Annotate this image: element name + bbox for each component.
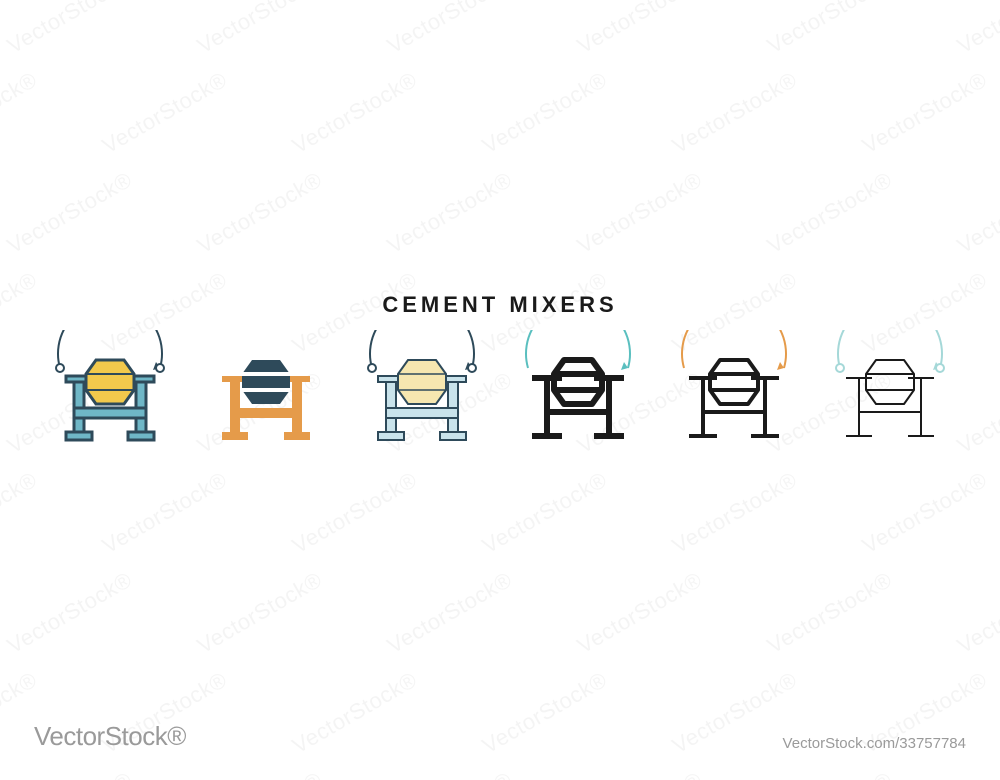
watermark-text: VectorStock® [383,767,517,780]
cement-mixer-icon [508,330,648,470]
watermark-text: VectorStock® [98,467,232,559]
watermark-text: VectorStock® [3,767,137,780]
watermark-text: VectorStock® [3,567,137,659]
footer-brand: VectorStock® [34,721,186,752]
watermark-text: VectorStock® [858,467,992,559]
watermark-text: VectorStock® [288,467,422,559]
cement-mixer-icon [196,330,336,470]
watermark-text: VectorStock® [3,167,137,259]
watermark-text: VectorStock® [0,67,42,159]
watermark-text: VectorStock® [573,767,707,780]
watermark-text: VectorStock® [763,0,897,59]
watermark-text: VectorStock® [193,567,327,659]
watermark-text: VectorStock® [193,767,327,780]
watermark-text: VectorStock® [953,567,1000,659]
watermark-text: VectorStock® [763,567,897,659]
watermark-text: VectorStock® [573,567,707,659]
footer-id: VectorStock.com/33757784 [783,735,966,752]
watermark-text: VectorStock® [288,67,422,159]
watermark-text: VectorStock® [193,0,327,59]
watermark-text: VectorStock® [953,767,1000,780]
watermark-text: VectorStock® [573,0,707,59]
cement-mixer-icon [820,330,960,470]
watermark-text: VectorStock® [953,0,1000,59]
watermark-text: VectorStock® [478,67,612,159]
watermark-text: VectorStock® [763,167,897,259]
icon-row [40,330,960,470]
watermark-text: VectorStock® [478,467,612,559]
cement-mixer-icon [40,330,180,470]
watermark-text: VectorStock® [953,167,1000,259]
cement-mixer-icon [664,330,804,470]
watermark-text: VectorStock® [478,667,612,759]
watermark-text: VectorStock® [858,67,992,159]
watermark-text: VectorStock® [763,767,897,780]
watermark-text: VectorStock® [193,167,327,259]
page-title: CEMENT MIXERS [0,292,1000,318]
watermark-text: VectorStock® [383,567,517,659]
watermark-text: VectorStock® [288,667,422,759]
watermark-text: VectorStock® [573,167,707,259]
watermark-text: VectorStock® [3,0,137,59]
watermark-text: VectorStock® [0,467,42,559]
watermark-text: VectorStock® [383,167,517,259]
watermark-text: VectorStock® [668,467,802,559]
watermark-text: VectorStock® [668,67,802,159]
cement-mixer-icon [352,330,492,470]
watermark-text: VectorStock® [98,67,232,159]
watermark-text: VectorStock® [383,0,517,59]
